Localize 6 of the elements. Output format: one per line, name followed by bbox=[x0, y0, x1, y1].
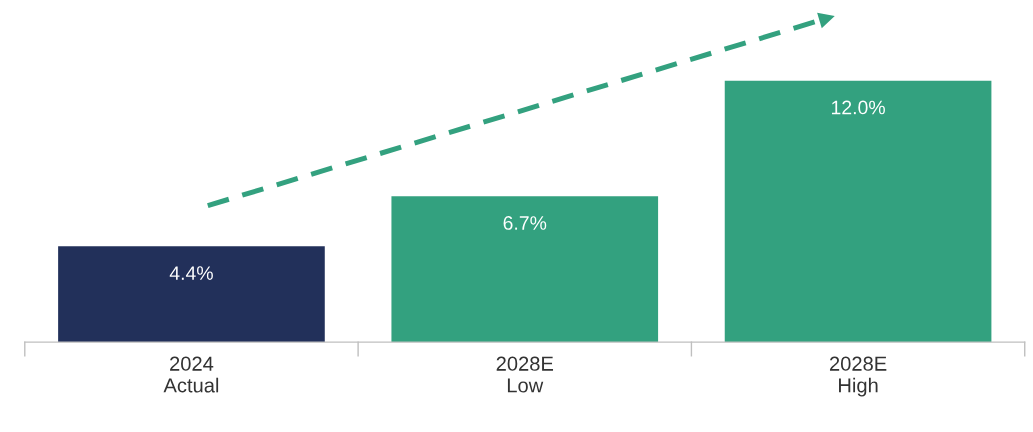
x-tick-label: 2028E Low bbox=[496, 356, 554, 393]
x-tick-label: 2024 Actual bbox=[163, 356, 219, 393]
data-label: 12.0% bbox=[832, 100, 885, 115]
data-label: 6.7% bbox=[503, 216, 547, 230]
data-label: 4.4% bbox=[169, 266, 213, 280]
x-tick-label: 2028E High bbox=[829, 356, 887, 397]
